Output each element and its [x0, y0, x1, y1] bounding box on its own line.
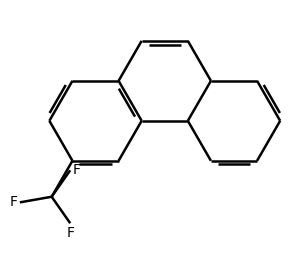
Text: F: F [73, 163, 80, 177]
Text: F: F [66, 225, 74, 240]
Text: F: F [10, 195, 17, 209]
